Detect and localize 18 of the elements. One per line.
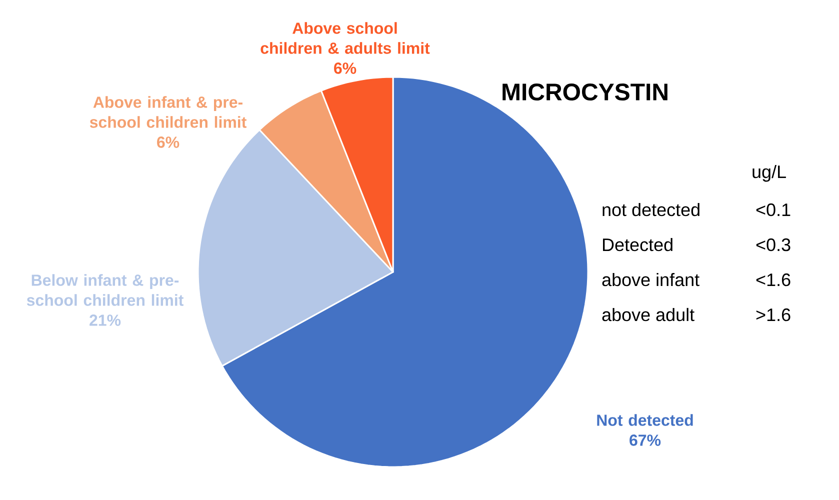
slice-label: Not detected — [597, 414, 693, 426]
text: <0.3 — [756, 238, 790, 252]
data-label: 6% — [157, 136, 180, 148]
text: Detected — [603, 238, 672, 252]
text: <0.1 — [756, 203, 790, 216]
data-label: 21% — [90, 314, 121, 326]
text: >1.6 — [756, 308, 790, 322]
data-label: 67% — [630, 434, 661, 446]
slice-label: Above infant & pre-school children limit — [90, 96, 247, 128]
slice-label: Below infant & pre-school children limit — [26, 274, 184, 306]
text: <1.6 — [756, 273, 790, 286]
text: above infant — [602, 272, 700, 286]
text: above adult — [602, 308, 694, 322]
data-label: 6% — [334, 62, 356, 74]
text: ug/L — [752, 164, 786, 182]
text: MICROCYSTIN — [502, 83, 668, 100]
slice-label: Above school children & adults limit — [260, 22, 430, 54]
text: not detected — [602, 202, 700, 216]
